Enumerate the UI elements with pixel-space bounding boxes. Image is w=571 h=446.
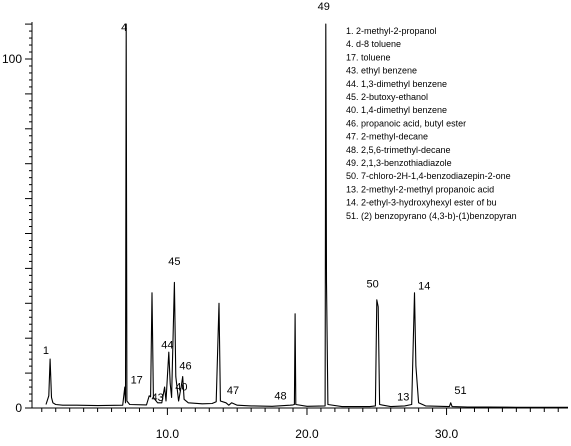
legend-entry: 43. ethyl benzene [346, 66, 417, 76]
peak-label: 1 [43, 345, 49, 357]
peak-label: 17 [131, 375, 143, 387]
x-tick-label: 20.0 [295, 427, 319, 441]
legend-entry: 44. 1,3-dimethyl benzene [346, 79, 447, 89]
peak-label: 14 [418, 280, 430, 292]
axes [31, 22, 568, 409]
peak-label: 43 [152, 392, 164, 404]
legend-entry: 14. 2-ethyl-3-hydroxyhexyl ester of bu [346, 198, 497, 208]
peak-label: 44 [161, 340, 173, 352]
legend-entry: 49. 2,1,3-benzothiadiazole [346, 158, 452, 168]
y-tick-label: 0 [15, 401, 22, 415]
legend-entry: 4. d-8 toluene [346, 39, 401, 49]
legend-entry: 51. (2) benzopyrano (4,3-b)-(1)benzopyra… [346, 211, 517, 221]
trace-layer [45, 23, 568, 408]
legend-entry: 13. 2-methyl-2-methyl propanoic acid [346, 184, 494, 194]
legend-entry: 48. 2,5,6-trimethyl-decane [346, 145, 451, 155]
legend-entry: 47. 2-methyl-decane [346, 132, 428, 142]
legend-entry: 40. 1,4-dimethyl benzene [346, 105, 447, 115]
x-tick-label: 30.0 [435, 427, 459, 441]
peak-label: 48 [274, 390, 286, 402]
peak-label: 50 [366, 279, 378, 291]
peak-label: 4 [121, 22, 127, 34]
y-tick-label: 100 [2, 52, 22, 66]
legend-entry: 50. 7-chloro-2H-1,4-benzodiazepin-2-one [346, 171, 511, 181]
legend-entry: 45. 2-butoxy-ethanol [346, 92, 428, 102]
legend-entry: 1. 2-methyl-2-propanol [346, 26, 437, 36]
peak-label: 46 [179, 361, 191, 373]
peak-label: 40 [175, 382, 187, 394]
legend-entry: 17. toluene [346, 52, 391, 62]
peak-label: 47 [227, 385, 239, 397]
legend: 1. 2-methyl-2-propanol 4. d-8 toluene 17. … [346, 26, 517, 221]
peak-label: 13 [397, 391, 409, 403]
chromatogram-trace [45, 23, 568, 408]
x-tick-label: 10.0 [156, 427, 180, 441]
peak-label: 49 [318, 1, 330, 13]
peak-label: 45 [168, 256, 180, 268]
peak-label: 51 [454, 385, 466, 397]
axis-ticks: 10.0 20.0 30.0 0 100 [2, 23, 559, 441]
legend-entry: 46. propanoic acid, butyl ester [346, 118, 466, 128]
